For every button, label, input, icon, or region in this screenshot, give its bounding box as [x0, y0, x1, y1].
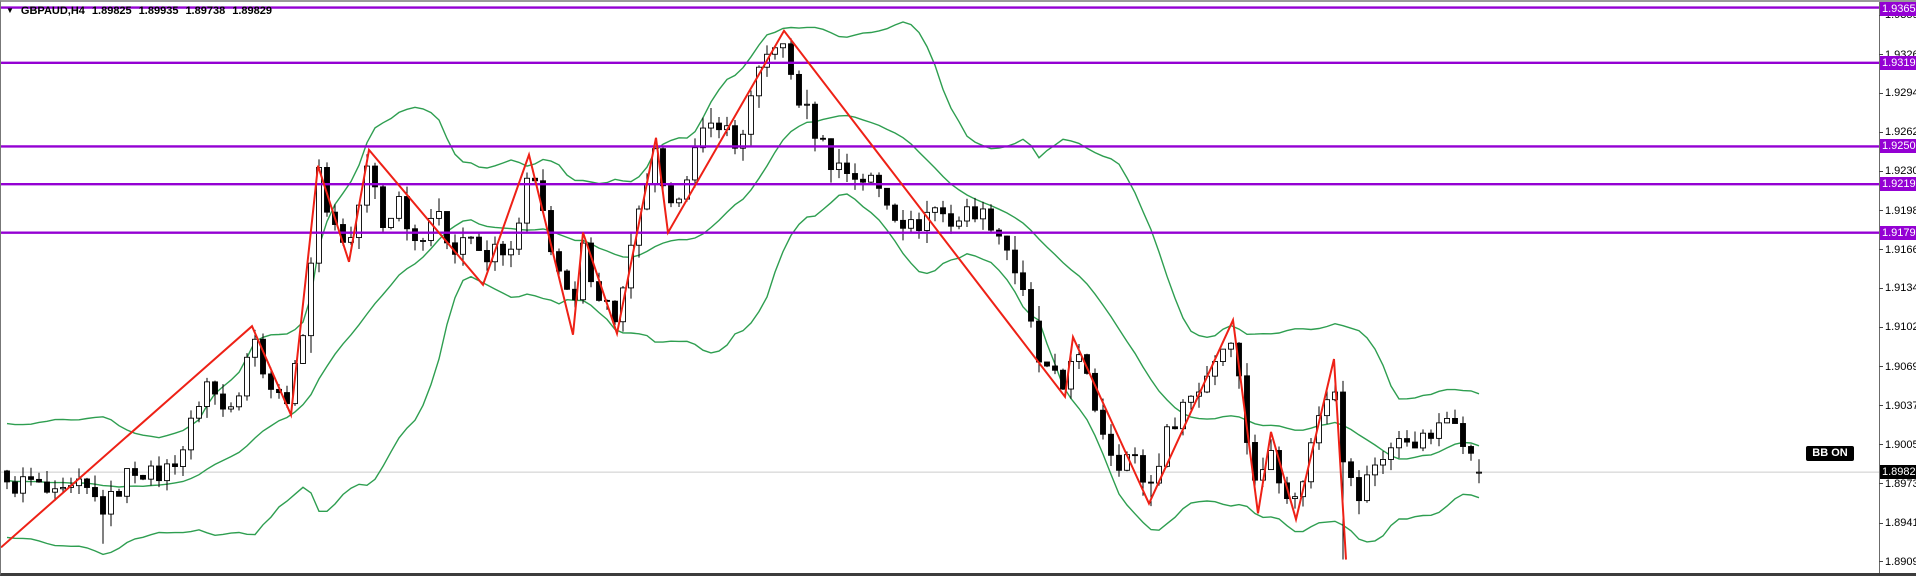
axis-tick [1879, 326, 1883, 328]
price-level-badge: 1.92509 [1880, 139, 1916, 154]
ohlc-high-value: 1.89935 [138, 5, 179, 17]
axis-tick [1879, 561, 1883, 563]
candles [4, 38, 1482, 560]
axis-tick-label: 1.89410 [1885, 517, 1916, 530]
bollinger-upper-band [6, 21, 1480, 439]
chart-title: ▼ GBPAUD,H4 1.89825 1.89935 1.89738 1.89… [6, 5, 272, 17]
axis-tick-label: 1.92945 [1885, 87, 1916, 100]
axis-tick-label: 1.91020 [1885, 321, 1916, 334]
axis-tick [1879, 366, 1883, 368]
axis-tick [1879, 483, 1883, 485]
axis-tick-label: 1.90375 [1885, 399, 1916, 412]
price-level-badge: 1.92198 [1880, 177, 1916, 192]
zigzag-polyline [1, 29, 1347, 560]
ohlc-open-value: 1.89825 [91, 5, 132, 17]
price-axis-border [1879, 2, 1880, 573]
symbol-marker-icon: ▼ [6, 6, 14, 15]
horizontal-level-lines [1, 6, 1879, 234]
axis-tick-label: 1.89735 [1885, 477, 1916, 490]
axis-tick-label: 1.90055 [1885, 438, 1916, 451]
axis-tick [1879, 249, 1883, 251]
axis-tick-label: 1.92625 [1885, 126, 1916, 139]
axis-tick-label: 1.89090 [1885, 555, 1916, 568]
axis-tick [1879, 444, 1883, 446]
axis-tick [1879, 54, 1883, 55]
axis-tick-label: 1.91660 [1885, 243, 1916, 256]
bollinger-lower-band [6, 193, 1480, 556]
axis-tick [1879, 131, 1883, 133]
zigzag-line [1, 29, 1347, 560]
axis-tick [1879, 92, 1883, 94]
axis-tick [1879, 210, 1883, 212]
axis-tick [1879, 170, 1883, 172]
price-level-badge: 1.93197 [1880, 55, 1916, 70]
ohlc-close-value: 1.89829 [232, 5, 272, 17]
ohlc-low-value: 1.89738 [185, 5, 226, 17]
axis-tick-label: 1.90695 [1885, 360, 1916, 373]
chart-canvas[interactable] [1, 2, 1879, 576]
axis-tick [1879, 522, 1883, 524]
price-level-badge: 1.91799 [1880, 225, 1916, 240]
axis-tick [1879, 287, 1883, 289]
axis-tick-label: 1.91340 [1885, 282, 1916, 295]
bid-price-badge: 1.89829 [1880, 465, 1916, 480]
bb-toggle-button[interactable]: BB ON [1806, 446, 1854, 461]
axis-tick-label: 1.91980 [1885, 204, 1916, 217]
axis-tick-label: 1.92305 [1885, 165, 1916, 178]
symbol-timeframe-label: GBPAUD,H4 [20, 5, 85, 17]
bollinger-middle-band [6, 114, 1480, 488]
axis-tick [1879, 405, 1883, 407]
